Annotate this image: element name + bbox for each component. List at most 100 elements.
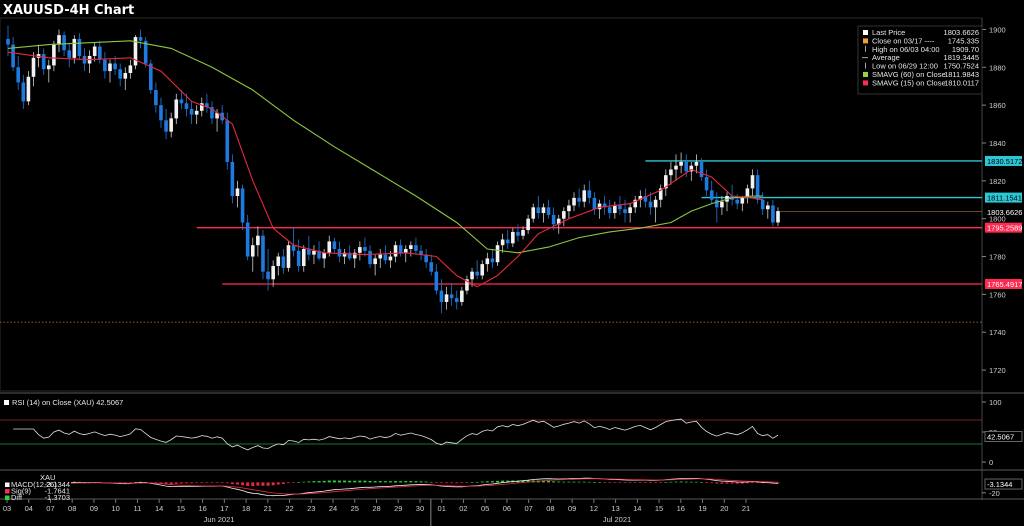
- macd-title: XAU: [40, 473, 55, 482]
- x-tick-label: 04: [25, 504, 33, 513]
- candle-body: [658, 188, 663, 200]
- candle-body: [16, 67, 20, 83]
- macd-diff-bar: [608, 482, 612, 483]
- candle: [113, 55, 117, 75]
- macd-diff-bar: [251, 482, 255, 487]
- candle-body: [618, 205, 622, 210]
- candle-body: [281, 256, 286, 268]
- candle-body: [521, 230, 525, 236]
- macd-diff-bar: [256, 482, 260, 486]
- candle: [592, 192, 597, 215]
- candle: [378, 248, 383, 268]
- candle: [21, 74, 26, 109]
- candle: [582, 184, 587, 208]
- month-label: Jul 2021: [603, 515, 631, 524]
- candle-body: [750, 175, 755, 189]
- candle-body: [108, 63, 112, 72]
- candle-body: [133, 37, 138, 66]
- macd-value-tag: -3.1344: [987, 480, 1012, 489]
- legend-label: High on 06/03 04:00: [872, 45, 940, 54]
- macd-diff-bar: [205, 482, 209, 483]
- x-tick-label: 29: [394, 504, 402, 513]
- x-tick-label: 05: [481, 504, 489, 513]
- rsi-legend-swatch: [4, 400, 9, 405]
- candle-body: [684, 161, 689, 172]
- y-tick-label: 1720: [989, 366, 1006, 375]
- candle: [664, 169, 668, 196]
- x-tick-label: 10: [112, 504, 120, 513]
- candle: [154, 82, 158, 113]
- macd-legend-label: Sig(9): [11, 487, 32, 496]
- candle: [434, 264, 439, 295]
- macd-diff-bar: [174, 482, 178, 484]
- candle-body: [159, 105, 163, 121]
- x-tick-label: 13: [611, 504, 619, 513]
- candle-body: [755, 175, 760, 200]
- candle-body: [500, 239, 505, 246]
- candle-body: [715, 199, 719, 208]
- candle: [699, 158, 704, 181]
- candle: [189, 101, 194, 125]
- chart-title: XAUUSD-4H Chart: [3, 3, 134, 18]
- candle-body: [194, 110, 199, 115]
- candle-body: [562, 211, 566, 219]
- candle-body: [57, 35, 61, 45]
- candle-body: [638, 195, 643, 200]
- macd-diff-bar: [730, 482, 734, 484]
- candle: [623, 199, 627, 223]
- macd-diff-bar: [200, 482, 204, 483]
- x-tick-label: 16: [198, 504, 206, 513]
- candle-body: [766, 205, 770, 210]
- macd-diff-bar: [710, 482, 714, 484]
- macd-diff-bar: [567, 481, 571, 483]
- candle-body: [556, 218, 561, 225]
- legend-label: Average: [872, 53, 900, 62]
- x-tick-label: 15: [177, 504, 185, 513]
- candle-body: [470, 271, 474, 280]
- candle-body: [103, 59, 107, 72]
- x-tick-label: 01: [438, 504, 446, 513]
- candle-body: [113, 63, 117, 70]
- candle: [393, 241, 398, 263]
- candle: [485, 252, 490, 272]
- candle: [567, 199, 571, 219]
- candle: [373, 254, 377, 276]
- rsi-tick-label: 0: [989, 458, 993, 467]
- candle-body: [424, 254, 428, 263]
- candle-body: [582, 190, 587, 202]
- macd-diff-bar: [302, 481, 306, 483]
- macd-diff-bar: [373, 481, 377, 483]
- macd-value-tag-background: [984, 478, 1023, 490]
- level-tag-background: [985, 278, 1022, 289]
- macd-legend-swatch: [5, 489, 10, 494]
- candle-body: [745, 188, 750, 198]
- candle: [745, 184, 750, 204]
- candle-body: [261, 235, 265, 272]
- candle: [618, 195, 622, 215]
- macd-diff-bar: [623, 482, 627, 484]
- y-tick-label: 1760: [989, 290, 1006, 299]
- macd-diff-bar: [215, 482, 219, 483]
- candle-body: [398, 245, 403, 253]
- macd-diff-bar: [761, 482, 765, 484]
- candle-body: [347, 252, 352, 259]
- candle: [424, 248, 428, 268]
- x-tick-label: 15: [655, 504, 663, 513]
- candle: [31, 52, 36, 87]
- candle-body: [301, 248, 306, 266]
- candle-body: [97, 46, 102, 60]
- candle: [444, 286, 449, 310]
- candle: [628, 203, 632, 223]
- macd-diff-bar: [480, 481, 484, 483]
- candle: [541, 203, 546, 223]
- macd-diff-bar: [649, 482, 653, 483]
- macd-diff-bar: [383, 481, 387, 483]
- candle: [312, 245, 316, 265]
- x-tick-label: 14: [155, 504, 163, 513]
- macd-diff-bar: [225, 482, 229, 484]
- macd-diff-bar: [317, 481, 321, 483]
- candle-body: [664, 175, 668, 189]
- candle-body: [602, 203, 607, 208]
- candle-body: [189, 108, 194, 115]
